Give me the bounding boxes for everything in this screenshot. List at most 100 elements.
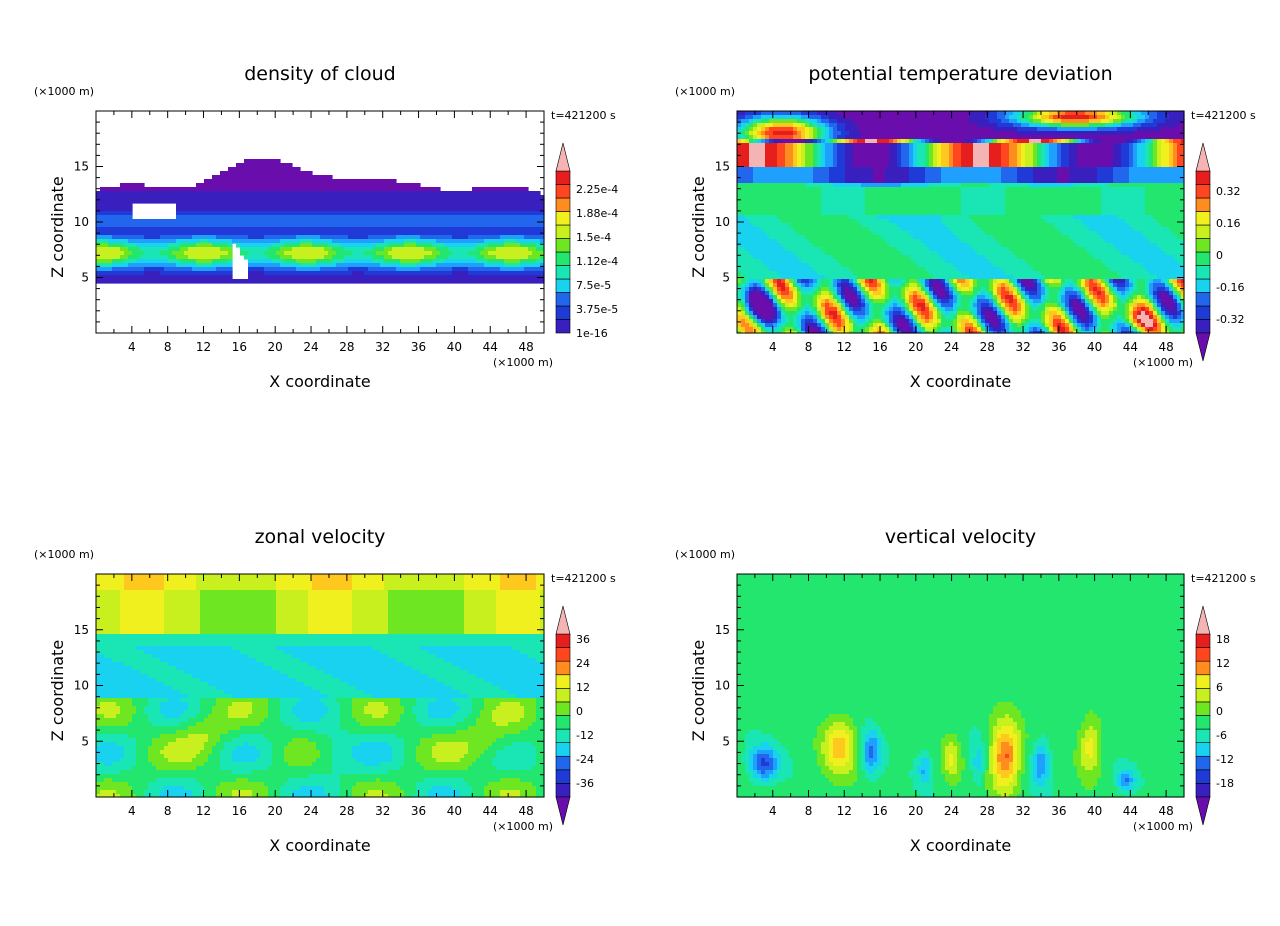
colorbar-segment — [555, 170, 571, 185]
y-axis-label: Z coordinate — [689, 640, 708, 741]
x-tick-label: 12 — [196, 804, 211, 818]
x-tick-label: 48 — [518, 804, 533, 818]
x-unit-label: (×1000 m) — [493, 820, 553, 833]
x-tick-label: 44 — [1123, 340, 1138, 354]
colorbar: 0.32 0.16 0 -0.16 -0.32 — [1195, 142, 1244, 362]
colorbar-segment — [555, 224, 571, 239]
y-axis-label: Z coordinate — [48, 176, 67, 277]
colorbar-label: -12 — [1216, 753, 1234, 766]
x-tick-label: 8 — [805, 804, 813, 818]
colorbar-label: 7.5e-5 — [576, 279, 611, 292]
x-axis-label: X coordinate — [269, 836, 370, 855]
colorbar-label: 0 — [1216, 705, 1223, 718]
x-tick-label: 28 — [980, 340, 995, 354]
y-tick-label: 5 — [722, 734, 730, 748]
colorbar-segment — [555, 278, 571, 293]
chart-title: zonal velocity — [255, 526, 386, 548]
x-tick-label: 40 — [1087, 340, 1102, 354]
panel-1: density of cloud(×1000 m)t=421200 s4 8 12 1… — [34, 63, 618, 391]
colorbar-segment — [555, 688, 571, 703]
x-tick-label: 32 — [375, 340, 390, 354]
colorbar: 2.25e-4 1.88e-4 1.5e-4 1.12e-4 7.5e-5 3.75e-5… — [555, 142, 618, 340]
contour-field — [737, 574, 1185, 798]
y-tick-label: 5 — [81, 734, 89, 748]
x-tick-label: 48 — [1158, 804, 1173, 818]
y-unit-label: (×1000 m) — [34, 85, 94, 98]
y-axis-label: Z coordinate — [689, 176, 708, 277]
colorbar: 18 12 6 0 -6 -12 -18 — [1195, 605, 1234, 826]
x-axis-label: X coordinate — [910, 372, 1011, 391]
panel-2: potential temperature deviation (×1000 m)… — [675, 63, 1256, 391]
colorbar-segment — [1195, 184, 1211, 199]
x-tick-label: 40 — [447, 340, 462, 354]
colorbar-label: -12 — [576, 729, 594, 742]
chart-title: vertical velocity — [885, 526, 1036, 548]
colorbar-segment — [555, 292, 571, 307]
colorbar-label: 18 — [1216, 633, 1230, 646]
x-tick-label: 12 — [196, 340, 211, 354]
x-unit-label: (×1000 m) — [1133, 356, 1193, 369]
colorbar-segment — [1195, 238, 1211, 253]
colorbar-label: 12 — [1216, 657, 1230, 670]
colorbar-segment — [555, 647, 571, 662]
colorbar-segment — [1195, 728, 1211, 743]
x-tick-label: 8 — [164, 804, 172, 818]
colorbar-arrow-top — [1195, 605, 1211, 635]
chart-title: density of cloud — [244, 63, 396, 85]
panel-3: zonal velocity(×1000 m)t=421200 s4 8 12 16 2… — [34, 526, 616, 855]
colorbar-segment — [1195, 211, 1211, 226]
colorbar-label: 0.32 — [1216, 185, 1241, 198]
colorbar-label: 0.16 — [1216, 217, 1241, 230]
x-tick-label: 4 — [769, 340, 777, 354]
y-tick-label: 15 — [74, 623, 89, 637]
x-axis-label: X coordinate — [910, 836, 1011, 855]
y-unit-label: (×1000 m) — [675, 548, 735, 561]
colorbar-segment — [555, 211, 571, 226]
colorbar-segment — [1195, 224, 1211, 239]
x-tick-label: 36 — [1051, 804, 1066, 818]
x-tick-label: 20 — [268, 340, 283, 354]
x-unit-label: (×1000 m) — [493, 356, 553, 369]
colorbar-label: 0 — [576, 705, 583, 718]
x-tick-label: 20 — [268, 804, 283, 818]
colorbar-segment — [555, 783, 571, 798]
x-tick-label: 4 — [128, 340, 136, 354]
x-tick-label: 20 — [908, 340, 923, 354]
colorbar-label: 24 — [576, 657, 590, 670]
x-tick-label: 40 — [447, 804, 462, 818]
colorbar-segment — [555, 728, 571, 743]
colorbar-label: 3.75e-5 — [576, 303, 618, 316]
x-tick-label: 44 — [1123, 804, 1138, 818]
colorbar-label: 2.25e-4 — [576, 183, 618, 196]
colorbar-segment — [1195, 688, 1211, 703]
colorbar-segment — [555, 742, 571, 757]
x-tick-label: 40 — [1087, 804, 1102, 818]
colorbar-arrow-top — [555, 605, 571, 635]
x-tick-label: 32 — [375, 804, 390, 818]
chart-title: potential temperature deviation — [808, 63, 1112, 85]
x-tick-label: 24 — [944, 804, 959, 818]
colorbar-segment — [1195, 660, 1211, 676]
x-tick-label: 36 — [1051, 340, 1066, 354]
colorbar-segment — [555, 755, 571, 771]
x-tick-label: 28 — [339, 340, 354, 354]
y-tick-label: 10 — [715, 215, 730, 229]
x-tick-label: 4 — [128, 804, 136, 818]
colorbar-segment — [1195, 170, 1211, 185]
colorbar-label: 12 — [576, 681, 590, 694]
x-tick-label: 36 — [411, 804, 426, 818]
x-axis-label: X coordinate — [269, 372, 370, 391]
colorbar-segment — [1195, 715, 1211, 730]
x-tick-label: 16 — [872, 804, 887, 818]
colorbar-segment — [555, 319, 571, 334]
x-tick-label: 16 — [232, 804, 247, 818]
colorbar-segment — [1195, 701, 1211, 716]
time-label: t=421200 s — [551, 109, 616, 122]
x-tick-label: 12 — [837, 340, 852, 354]
colorbar-segment — [555, 305, 571, 320]
colorbar-segment — [1195, 633, 1211, 648]
colorbar-segment — [555, 265, 571, 280]
contour-field — [737, 111, 1185, 334]
colorbar-label: -6 — [1216, 729, 1227, 742]
